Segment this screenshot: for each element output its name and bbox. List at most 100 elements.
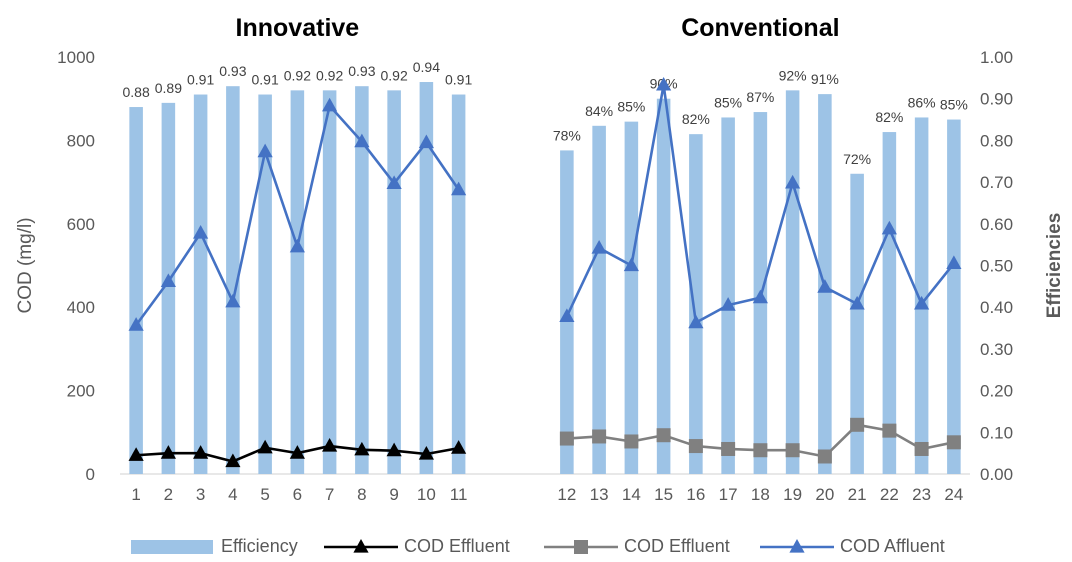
efficiency-bar (258, 94, 272, 474)
cod-effluent-innovative-marker (128, 447, 144, 461)
x-tick-label: 6 (293, 485, 302, 504)
efficiency-data-label: 0.91 (252, 72, 279, 88)
cod-affluent-marker (128, 317, 144, 331)
x-tick-label: 9 (389, 485, 398, 504)
efficiency-data-label: 72% (843, 151, 871, 167)
efficiency-bar (914, 117, 929, 474)
cod-effluent-innovative-marker (225, 453, 241, 468)
cod-effluent-conventional-marker (656, 428, 671, 443)
x-tick-label: 7 (325, 485, 334, 504)
x-tick-label: 17 (719, 485, 738, 504)
efficiency-bar (355, 86, 369, 474)
efficiency-data-label: 0.93 (219, 63, 246, 79)
cod-affluent-marker (418, 134, 434, 149)
cod-effluent-conventional-marker (946, 435, 961, 450)
cod-affluent-marker (225, 293, 241, 308)
cod-affluent-marker (451, 181, 467, 196)
efficiency-data-label: 0.92 (381, 67, 408, 83)
x-tick-label: 23 (912, 485, 931, 504)
x-tick-label: 19 (783, 485, 802, 504)
cod-effluent-innovative-marker (322, 438, 338, 452)
x-tick-label: 24 (944, 485, 963, 504)
efficiency-data-label: 0.91 (445, 72, 472, 88)
x-tick-label: 14 (622, 485, 641, 504)
efficiency-data-label: 82% (682, 111, 710, 127)
efficiency-data-label: 0.94 (413, 59, 440, 75)
efficiency-data-label: 78% (553, 127, 581, 143)
y-right-tick-label: 0.10 (980, 423, 1013, 442)
legend-marker-cod-affluent (789, 539, 805, 553)
x-tick-label: 16 (686, 485, 705, 504)
efficiency-bar (721, 117, 735, 474)
cod-affluent-marker (322, 97, 338, 112)
cod-effluent-conventional-marker (559, 431, 574, 446)
efficiency-bar (785, 90, 800, 475)
y-right-tick-label: 0.40 (980, 298, 1013, 317)
x-tick-label: 18 (751, 485, 770, 504)
cod-affluent-marker (720, 297, 736, 311)
efficiency-bar (387, 90, 401, 475)
cod-effluent-innovative-marker (193, 445, 209, 459)
efficiency-data-label: 84% (585, 103, 613, 119)
efficiency-data-label: 0.93 (348, 63, 375, 79)
y-right-tick-label: 0.90 (980, 90, 1013, 109)
cod-effluent-conventional-marker (753, 443, 768, 458)
efficiency-bar (129, 107, 143, 474)
x-tick-label: 12 (557, 485, 576, 504)
x-tick-label: 2 (164, 485, 173, 504)
efficiency-data-label: 87% (746, 89, 774, 105)
cod-effluent-conventional-marker (850, 417, 865, 432)
efficiency-bar (850, 173, 864, 474)
legend-marker-cod-effluent-grey (574, 540, 588, 554)
y-left-tick-label: 1000 (57, 48, 95, 67)
efficiency-bar (161, 102, 176, 475)
cod-effluent-conventional-marker (592, 429, 607, 444)
cod-affluent-marker (160, 273, 176, 287)
efficiency-data-label: 0.91 (187, 72, 214, 88)
y-left-tick-label: 200 (67, 382, 95, 401)
efficiency-data-label: 0.92 (284, 67, 311, 83)
y-right-axis-title: Efficiencies (1044, 213, 1065, 319)
cod-effluent-innovative-marker (160, 445, 176, 459)
cod-affluent-marker (881, 220, 897, 235)
x-tick-label: 10 (417, 485, 436, 504)
legend-label-cod-effluent-black: COD Effluent (404, 536, 510, 556)
efficiency-bar (290, 90, 305, 475)
efficiency-bar (882, 132, 897, 474)
efficiency-data-label: 0.89 (155, 80, 182, 96)
x-tick-label: 13 (590, 485, 609, 504)
legend-marker-cod-effluent-black (353, 539, 369, 553)
efficiency-data-label: 85% (714, 94, 742, 110)
cod-affluent-marker (785, 174, 801, 189)
cod-affluent-marker (386, 175, 402, 189)
x-tick-label: 3 (196, 485, 205, 504)
cod-affluent-marker (817, 279, 833, 293)
cod-affluent-marker (257, 143, 273, 158)
cod-affluent-marker (623, 257, 639, 272)
y-left-tick-label: 600 (67, 215, 95, 234)
legend-label-cod-affluent: COD Affluent (840, 536, 945, 556)
efficiency-bar (419, 82, 434, 475)
cod-effluent-conventional-marker (688, 439, 703, 454)
efficiency-bar (193, 94, 208, 474)
efficiency-bar (656, 98, 671, 474)
x-tick-label: 21 (848, 485, 867, 504)
cod-effluent-conventional-marker (721, 441, 736, 456)
legend-label-efficiency: Efficiency (221, 536, 298, 556)
efficiency-bar (689, 134, 703, 474)
efficiency-data-label: 91% (811, 71, 839, 87)
cod-affluent-marker (591, 239, 607, 254)
cod-effluent-conventional-marker (882, 423, 897, 438)
cod-affluent-marker (289, 238, 305, 253)
y-right-tick-label: 0.20 (980, 382, 1013, 401)
efficiency-bar (592, 125, 606, 475)
legend-label-cod-effluent-grey: COD Effluent (624, 536, 730, 556)
cod-affluent-marker (354, 133, 370, 148)
chart-title-innovative: Innovative (236, 14, 360, 42)
x-tick-label: 15 (654, 485, 673, 504)
efficiency-bar (947, 119, 961, 475)
cod-effluent-conventional-marker (785, 443, 800, 458)
legend-swatch-efficiency (131, 540, 213, 554)
